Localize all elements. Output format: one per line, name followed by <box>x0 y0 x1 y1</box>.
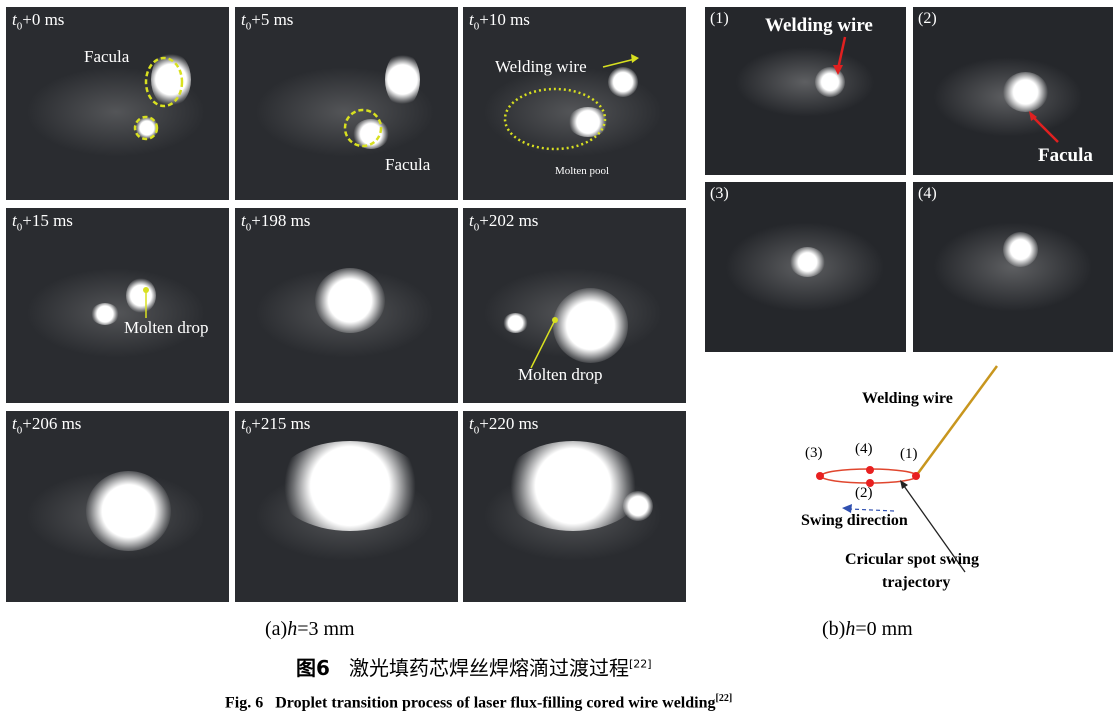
photo-a-3: t0+10 ms Welding wire Molten pool <box>463 7 686 200</box>
bright-spot <box>126 278 156 313</box>
photo-a-5: t0+198 ms <box>235 208 458 403</box>
photo-a-8: t0+215 ms <box>235 411 458 602</box>
annotation: Molten drop <box>124 318 209 337</box>
trajectory-label: Cricular spot swing <box>845 551 979 568</box>
swing-trajectory-drawing <box>816 365 999 573</box>
photo-b4: (4) <box>913 182 1113 352</box>
bright-spot <box>553 288 628 363</box>
trajectory-label-line2: trajectory <box>882 574 951 591</box>
dashed-circle-icon <box>343 108 383 148</box>
bright-spot <box>136 117 158 139</box>
photo-b2: (2) Facula <box>913 7 1113 175</box>
point-4 <box>866 466 874 474</box>
trajectory-pointer-arrow <box>903 485 966 573</box>
bright-spot <box>385 52 420 107</box>
bright-spot <box>608 67 638 97</box>
photo-label: (1) <box>710 10 729 27</box>
red-arrow-icon <box>1029 111 1059 143</box>
photo-a-2: t0+5 ms Facula <box>235 7 458 200</box>
annotation: Molten pool <box>555 165 610 177</box>
bright-spot <box>91 303 119 325</box>
annotation: Welding wire <box>495 57 587 76</box>
dotted-ellipse-icon <box>503 54 639 151</box>
annotation: Facula <box>385 155 431 174</box>
swing-direction-label: Swing direction <box>801 512 908 529</box>
time-label: t0+215 ms <box>241 414 311 437</box>
point-label-2: (2) <box>855 485 873 501</box>
photo-a-6: t0+202 ms Molten drop <box>463 208 686 403</box>
point-1 <box>912 472 920 480</box>
bright-spot <box>275 441 425 531</box>
bright-spot <box>568 107 608 137</box>
subcaption-b: (b)h=0 mm <box>822 618 913 640</box>
point-label-4: (4) <box>855 441 873 457</box>
time-label: t0+5 ms <box>241 10 294 33</box>
photo-a-1: t0+0 ms Facula <box>6 7 229 200</box>
photo-a-9: t0+220 ms <box>463 411 686 602</box>
bright-spot <box>315 268 385 333</box>
red-arrow-icon <box>833 36 847 75</box>
subcaption-a: (a)h=3 mm <box>265 618 355 640</box>
time-label: t0+202 ms <box>469 211 539 234</box>
annotation-welding-wire: Welding wire <box>765 15 873 36</box>
time-label: t0+10 ms <box>469 10 530 33</box>
photo-a-7: t0+206 ms <box>6 411 229 602</box>
photo-label: (3) <box>710 185 729 202</box>
swing-direction-arrow <box>849 508 895 512</box>
time-label: t0+15 ms <box>12 211 73 234</box>
yellow-arrow-icon <box>530 317 558 369</box>
yellow-arrow-icon <box>143 287 149 318</box>
photo-b3: (3) <box>705 182 906 352</box>
time-label: t0+0 ms <box>12 10 65 33</box>
bright-spot <box>503 313 528 333</box>
welding-wire-line <box>914 365 999 477</box>
point-3 <box>816 472 824 480</box>
figure-title-en: Fig. 6 Droplet transition process of las… <box>225 693 733 712</box>
annotation: Molten drop <box>518 365 603 384</box>
annotation-facula: Facula <box>1038 145 1093 166</box>
photo-a-4: t0+15 ms Molten drop <box>6 208 229 403</box>
figure-title-cn: 图6 激光填药芯焊丝焊熔滴过渡过程[22] <box>296 656 652 680</box>
photo-b1: (1) Welding wire <box>705 7 906 175</box>
bright-spot <box>623 491 653 521</box>
point-2 <box>866 479 874 487</box>
point-label-3: (3) <box>805 445 823 461</box>
annotation: Facula <box>84 47 130 66</box>
point-label-1: (1) <box>900 446 918 462</box>
photo-label: (4) <box>918 185 937 202</box>
bright-spot <box>86 471 171 551</box>
dashed-circle-icon <box>133 56 184 141</box>
time-label: t0+198 ms <box>241 211 311 234</box>
time-label: t0+206 ms <box>12 414 82 437</box>
welding-wire-label: Welding wire <box>862 390 953 407</box>
time-label: t0+220 ms <box>469 414 539 437</box>
photo-label: (2) <box>918 10 937 27</box>
bright-spot <box>503 441 643 531</box>
